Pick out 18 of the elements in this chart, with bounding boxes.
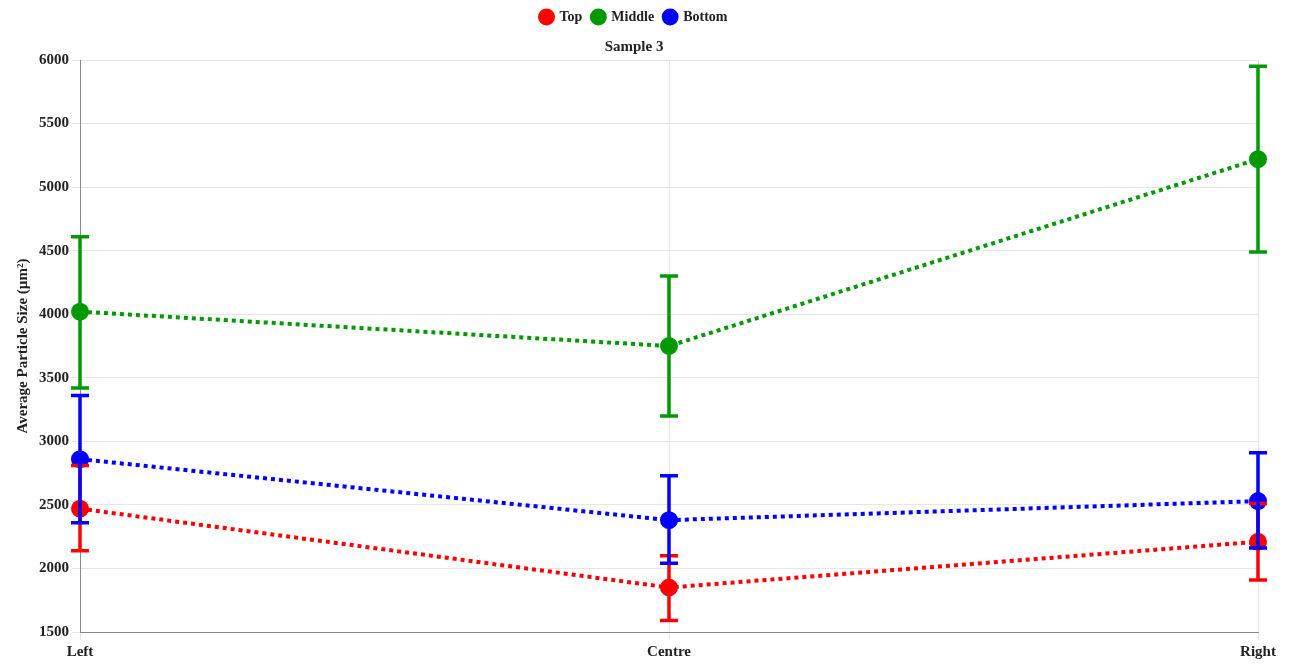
y-tick-label: 2000: [39, 559, 69, 576]
y-tick-label: 6000: [39, 50, 69, 67]
x-tick-label: Centre: [647, 642, 692, 659]
y-tick-label: 3000: [39, 432, 69, 449]
legend-label: Middle: [611, 8, 655, 24]
y-tick-label: 2500: [39, 495, 69, 512]
y-tick-label: 4500: [39, 241, 69, 258]
chart-title: Sample 3: [604, 37, 664, 54]
x-tick-label: Right: [1240, 642, 1276, 659]
y-tick-label: 3500: [39, 368, 69, 385]
y-tick-label: 1500: [39, 622, 69, 639]
legend-label: Top: [559, 8, 583, 24]
y-tick-label: 5000: [39, 177, 69, 194]
y-tick-label: 5500: [39, 114, 69, 131]
y-axis-title: Average Particle Size (µm²): [13, 258, 31, 434]
x-tick-label: Left: [66, 642, 94, 659]
legend-label: Bottom: [683, 8, 728, 24]
y-tick-label: 4000: [39, 305, 69, 322]
